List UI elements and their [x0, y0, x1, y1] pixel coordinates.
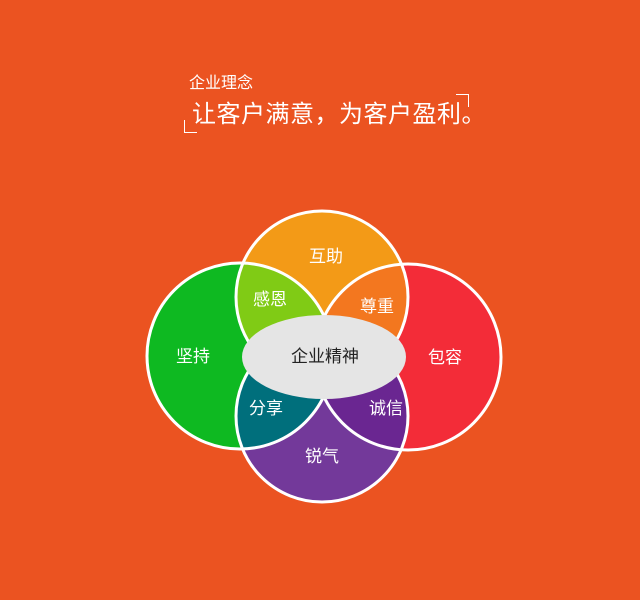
label-right: 包容	[428, 348, 462, 368]
subtitle: 企业理念	[189, 73, 254, 92]
header: 企业理念 让客户满意，为客户盈利。	[0, 0, 640, 150]
label-top-left: 感恩	[253, 290, 287, 310]
label-center: 企业精神	[291, 347, 359, 367]
center-ellipse	[242, 315, 406, 399]
label-bottom-right: 诚信	[369, 399, 403, 419]
label-top-right: 尊重	[360, 297, 394, 317]
label-left: 坚持	[176, 347, 210, 367]
label-bottom: 锐气	[305, 447, 339, 467]
corner-bracket-bottom-left	[184, 120, 197, 133]
page-title: 让客户满意，为客户盈利。	[192, 100, 486, 128]
corner-bracket-top-right	[456, 94, 469, 107]
label-bottom-left: 分享	[249, 399, 283, 419]
label-top: 互助	[309, 247, 343, 267]
